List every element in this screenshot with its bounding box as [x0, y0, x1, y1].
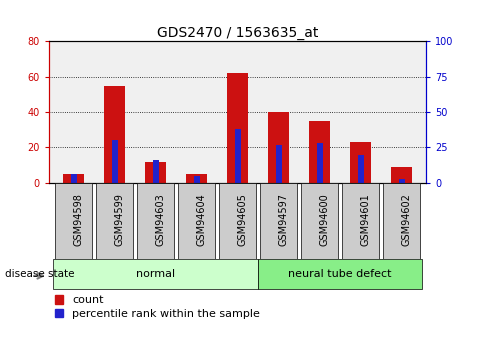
- Text: GSM94599: GSM94599: [115, 193, 124, 246]
- Bar: [63, 174, 84, 183]
- Bar: [227, 73, 248, 183]
- Bar: [235, 129, 241, 183]
- Bar: [194, 176, 200, 183]
- FancyBboxPatch shape: [96, 183, 133, 259]
- FancyBboxPatch shape: [53, 259, 258, 289]
- Bar: [112, 140, 118, 183]
- FancyBboxPatch shape: [342, 183, 379, 259]
- Legend: count, percentile rank within the sample: count, percentile rank within the sample: [54, 295, 260, 319]
- Bar: [146, 161, 166, 183]
- Text: neural tube defect: neural tube defect: [289, 269, 392, 279]
- Text: GSM94604: GSM94604: [196, 193, 207, 246]
- Bar: [104, 86, 125, 183]
- FancyBboxPatch shape: [260, 183, 297, 259]
- Text: GSM94603: GSM94603: [156, 193, 166, 246]
- Bar: [309, 121, 330, 183]
- FancyBboxPatch shape: [137, 183, 174, 259]
- Text: GSM94598: GSM94598: [74, 193, 84, 246]
- Text: GSM94602: GSM94602: [402, 193, 412, 246]
- Bar: [275, 145, 282, 183]
- FancyBboxPatch shape: [219, 183, 256, 259]
- Bar: [399, 179, 405, 183]
- Bar: [392, 167, 412, 183]
- Text: GSM94600: GSM94600: [319, 193, 330, 246]
- Bar: [317, 143, 323, 183]
- Bar: [186, 174, 207, 183]
- Text: GSM94597: GSM94597: [279, 193, 289, 246]
- Bar: [71, 174, 76, 183]
- FancyBboxPatch shape: [258, 259, 422, 289]
- Text: GSM94601: GSM94601: [361, 193, 370, 246]
- Bar: [269, 112, 289, 183]
- FancyBboxPatch shape: [301, 183, 338, 259]
- Text: disease state: disease state: [5, 269, 74, 279]
- Bar: [350, 142, 371, 183]
- Text: normal: normal: [136, 269, 175, 279]
- Bar: [152, 160, 159, 183]
- FancyBboxPatch shape: [178, 183, 215, 259]
- FancyBboxPatch shape: [383, 183, 420, 259]
- Title: GDS2470 / 1563635_at: GDS2470 / 1563635_at: [157, 26, 318, 40]
- FancyBboxPatch shape: [55, 183, 92, 259]
- Text: GSM94605: GSM94605: [238, 193, 247, 246]
- Bar: [358, 155, 364, 183]
